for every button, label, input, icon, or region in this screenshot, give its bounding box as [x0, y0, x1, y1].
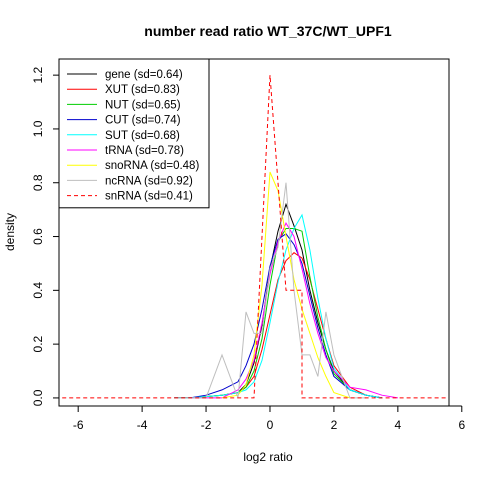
x-tick-label: 6: [458, 418, 465, 432]
legend-label: XUT (sd=0.83): [105, 84, 180, 96]
y-tick-label: 0.8: [31, 174, 45, 191]
legend-label: NUT (sd=0.65): [105, 99, 181, 111]
x-tick-label: -2: [201, 418, 212, 432]
legend-label: snoRNA (sd=0.48): [105, 160, 199, 172]
y-tick-label: 1.0: [31, 120, 45, 137]
legend-label: tRNA (sd=0.78): [105, 145, 184, 157]
x-axis-label: log2 ratio: [243, 450, 293, 464]
x-tick-label: 0: [267, 418, 274, 432]
y-axis: 0.0 0.2 0.4 0.6 0.8 1.0 1.2: [31, 66, 60, 406]
legend-box: [58, 58, 210, 209]
x-tick-label: -4: [137, 418, 148, 432]
legend-label: ncRNA (sd=0.92): [105, 175, 193, 187]
x-tick-label: 4: [395, 418, 402, 432]
chart-title: number read ratio WT_37C/WT_UPF1: [144, 23, 392, 39]
y-tick-label: 0.2: [31, 335, 45, 352]
series-line-6: [221, 171, 351, 399]
series-line-8: [62, 75, 446, 399]
y-tick-label: 0.4: [31, 282, 45, 299]
y-tick-label: 0.0: [31, 389, 45, 406]
series-line-4: [174, 213, 382, 399]
legend-label: gene (sd=0.64): [105, 69, 183, 81]
series-line-3: [174, 233, 382, 399]
y-tick-label: 1.2: [31, 66, 45, 83]
y-axis-label: density: [3, 213, 17, 251]
legend-label: CUT (sd=0.74): [105, 115, 181, 127]
legend: gene (sd=0.64) XUT (sd=0.83) NUT (sd=0.65)…: [58, 58, 210, 209]
x-tick-label: -6: [73, 418, 84, 432]
series-line-7: [174, 182, 366, 399]
legend-label: snRNA (sd=0.41): [105, 191, 193, 203]
x-axis: -6 -4 -2 0 2 4 6: [73, 405, 465, 432]
x-tick-label: 2: [331, 418, 338, 432]
legend-label: SUT (sd=0.68): [105, 130, 180, 142]
y-tick-label: 0.6: [31, 228, 45, 245]
series-lines: [62, 75, 446, 399]
